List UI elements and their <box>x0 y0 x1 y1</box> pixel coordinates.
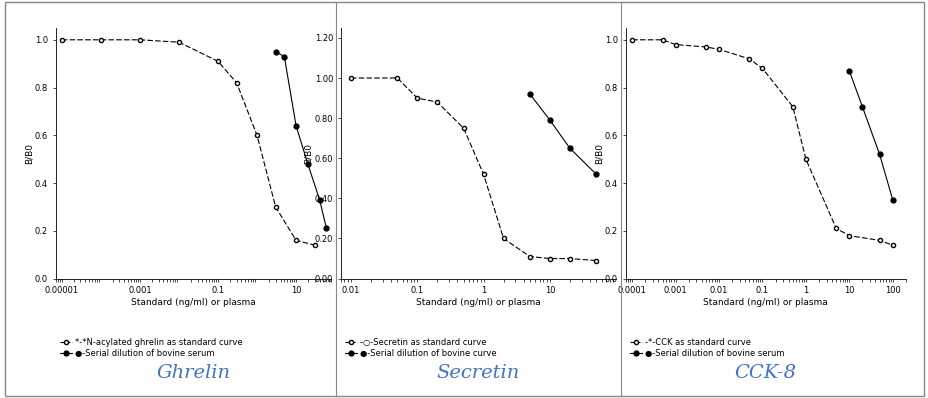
Text: CCK-8: CCK-8 <box>734 364 796 382</box>
X-axis label: Standard (ng/ml) or plasma: Standard (ng/ml) or plasma <box>131 298 255 307</box>
Text: Ghrelin: Ghrelin <box>157 364 230 382</box>
Y-axis label: B/B0: B/B0 <box>24 143 33 164</box>
X-axis label: Standard (ng/ml) or plasma: Standard (ng/ml) or plasma <box>702 298 827 307</box>
X-axis label: Standard (ng/ml) or plasma: Standard (ng/ml) or plasma <box>416 298 540 307</box>
Legend: -*-CCK as standard curve, ●-Serial dilution of bovine serum: -*-CCK as standard curve, ●-Serial dilut… <box>629 338 783 357</box>
Legend: -○-Secretin as standard curve, ●-Serial dilution of bovine curve: -○-Secretin as standard curve, ●-Serial … <box>344 338 496 357</box>
Legend: *-*N-acylated ghrelin as standard curve, ●-Serial dilution of bovine serum: *-*N-acylated ghrelin as standard curve,… <box>59 338 242 357</box>
Text: Secretin: Secretin <box>436 364 520 382</box>
Y-axis label: B/B0: B/B0 <box>303 143 313 164</box>
Y-axis label: B/B0: B/B0 <box>594 143 602 164</box>
